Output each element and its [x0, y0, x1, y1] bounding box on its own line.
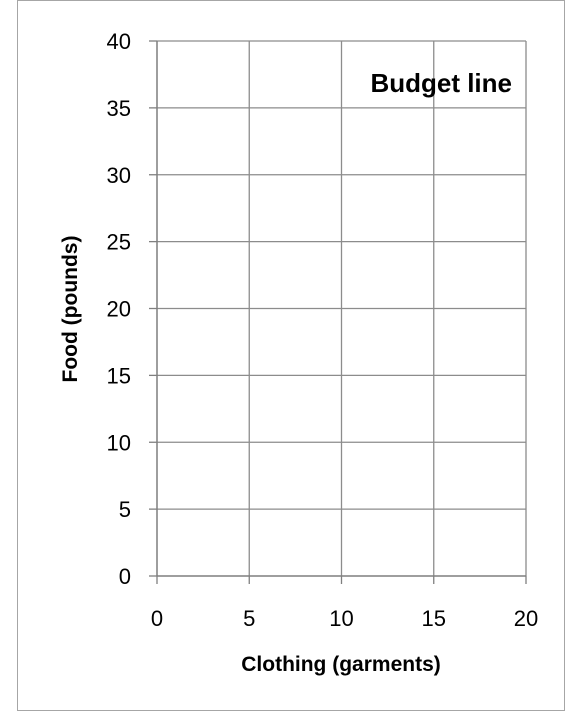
y-tick-label: 5 — [119, 497, 131, 522]
x-axis-title: Clothing (garments) — [241, 653, 441, 676]
y-tick-label: 15 — [107, 363, 131, 388]
chart-title: Budget line — [370, 68, 512, 98]
x-tick-label: 15 — [422, 606, 446, 631]
y-tick-marks — [149, 40, 157, 577]
x-tick-labels: 0 5 10 15 20 — [151, 606, 538, 631]
figure-border — [17, 0, 565, 711]
x-tick-label: 10 — [329, 606, 353, 631]
horizontal-gridlines — [157, 40, 526, 510]
y-tick-labels: 0 5 10 15 20 25 30 35 40 — [107, 29, 131, 589]
x-tick-label: 0 — [151, 606, 163, 631]
x-tick-label: 5 — [243, 606, 255, 631]
y-tick-label: 40 — [107, 29, 131, 54]
plot-area: 0 5 10 15 20 0 5 10 15 20 25 30 35 40 — [107, 29, 539, 631]
y-tick-label: 30 — [107, 163, 131, 188]
y-tick-label: 35 — [107, 96, 131, 121]
y-tick-label: 10 — [107, 430, 131, 455]
y-tick-label: 20 — [107, 297, 131, 322]
x-tick-marks — [156, 576, 527, 584]
y-tick-label: 25 — [107, 230, 131, 255]
y-tick-label: 0 — [119, 564, 131, 589]
y-axis-title: Food (pounds) — [59, 236, 82, 383]
x-tick-label: 20 — [514, 606, 538, 631]
